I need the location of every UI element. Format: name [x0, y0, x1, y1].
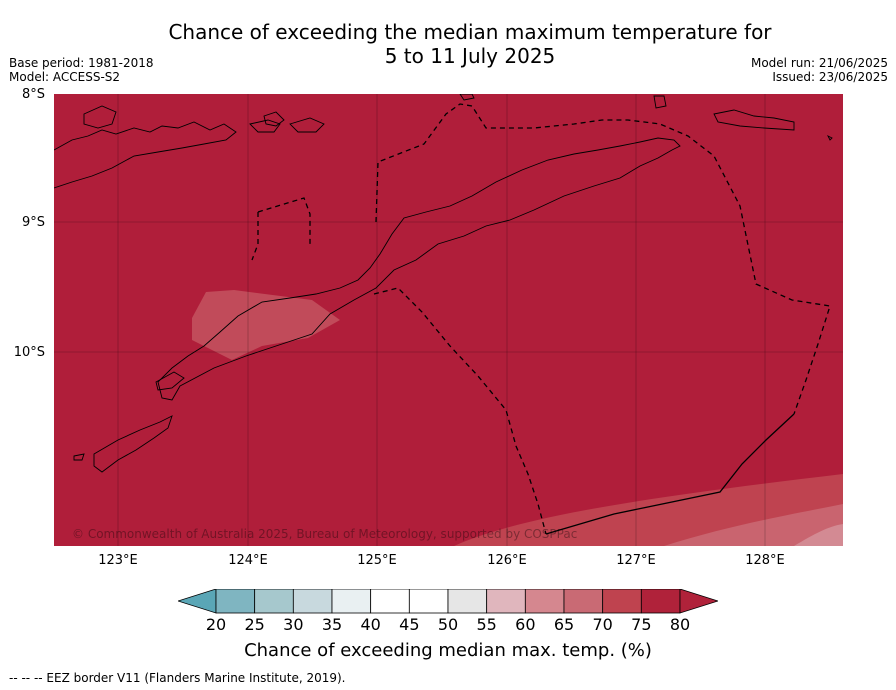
colorbar-segment [370, 589, 410, 614]
colorbar-tick-label: 50 [437, 615, 459, 634]
coast-island-4 [653, 95, 667, 109]
coast-rote [93, 415, 173, 473]
eez-border [251, 103, 831, 535]
colorbar-tick-label: 60 [515, 615, 536, 634]
colorbar-arrow-low [178, 589, 217, 614]
map-fill-above-80 [54, 94, 843, 546]
probability-map [54, 94, 843, 546]
colorbar-tick-label: 25 [244, 615, 265, 634]
coast-timor [157, 137, 681, 401]
lon-label-125e: 125°E [357, 553, 397, 568]
issued-date: Issued: 23/06/2025 [772, 70, 888, 84]
colorbar-segment [447, 589, 488, 614]
colorbar-segment [292, 589, 333, 614]
colorbar-tick-label: 55 [476, 615, 497, 634]
lat-label-9s: 9°S [21, 215, 45, 230]
coast-island-6 [263, 111, 285, 127]
coastlines [54, 94, 833, 473]
colorbar-segment [640, 589, 681, 614]
colorbar-segment [331, 589, 372, 614]
lon-label-123e: 123°E [98, 553, 138, 568]
lat-label-8s: 8°S [21, 87, 45, 102]
eez-footer-note: -- -- -- EEZ border V11 (Flanders Marine… [9, 671, 346, 685]
eez-border-oecusse [257, 197, 311, 244]
colorbar-segment [215, 589, 256, 614]
base-period: Base period: 1981-2018 [9, 56, 154, 70]
map-fill-timor-light [192, 290, 340, 360]
colorbar-tick-label: 20 [205, 615, 227, 634]
lon-label-124e: 124°E [228, 553, 268, 568]
coast-wetar [713, 109, 795, 131]
graticule [54, 94, 843, 546]
colorbar [178, 589, 718, 614]
eez-border-south [373, 287, 547, 535]
coast-flores-alor [54, 121, 237, 189]
title-line-2: 5 to 11 July 2025 [384, 44, 556, 68]
colorbar-segment [254, 589, 294, 614]
coast-semau [155, 371, 185, 391]
colorbar-segments [215, 589, 681, 614]
eez-border-north [375, 103, 831, 415]
eez-border-solid-segment [545, 413, 795, 535]
map-title: Chance of exceeding the median maximum t… [0, 20, 896, 68]
lon-label-126e: 126°E [487, 553, 527, 568]
metadata-left: Base period: 1981-2018 Model: ACCESS-S2 [9, 56, 154, 84]
colorbar-tick-label: 65 [553, 615, 575, 634]
colorbar-tick-label: 45 [399, 615, 420, 634]
lat-label-10s: 10°S [13, 345, 45, 360]
colorbar-tick-label: 80 [669, 615, 691, 634]
map-fill-65-70 [794, 524, 843, 546]
coast-ndao [73, 453, 85, 461]
colorbar-tick-label: 30 [283, 615, 304, 634]
colorbar-segment [563, 589, 604, 614]
lon-label-127e: 127°E [616, 553, 656, 568]
colorbar-segment [524, 589, 565, 614]
model-name: Model: ACCESS-S2 [9, 70, 121, 84]
colorbar-label: Chance of exceeding median max. temp. (%… [244, 640, 652, 661]
map-fill-70-75 [664, 504, 843, 546]
eez-border-oecusse-2 [251, 212, 259, 261]
colorbar-segment [602, 589, 642, 614]
colorbar-tick-label: 75 [631, 615, 652, 634]
model-run: Model run: 21/06/2025 [750, 56, 888, 70]
colorbar-tick-label: 70 [592, 615, 613, 634]
colorbar-segment [408, 589, 449, 614]
coast-island-7 [826, 134, 833, 141]
coast-island-5 [459, 94, 475, 101]
coast-island-1 [83, 105, 117, 129]
metadata-right: Model run: 21/06/2025 Issued: 23/06/2025 [751, 56, 888, 84]
lon-label-128e: 128°E [745, 553, 785, 568]
colorbar-tick-label: 40 [360, 615, 381, 634]
colorbar-segment [486, 589, 526, 614]
title-line-1: Chance of exceeding the median maximum t… [168, 20, 772, 44]
colorbar-arrow-high [679, 589, 718, 614]
copyright-notice: © Commonwealth of Australia 2025, Bureau… [72, 527, 578, 541]
colorbar-tick-label: 35 [321, 615, 343, 634]
coast-island-2 [289, 117, 325, 133]
